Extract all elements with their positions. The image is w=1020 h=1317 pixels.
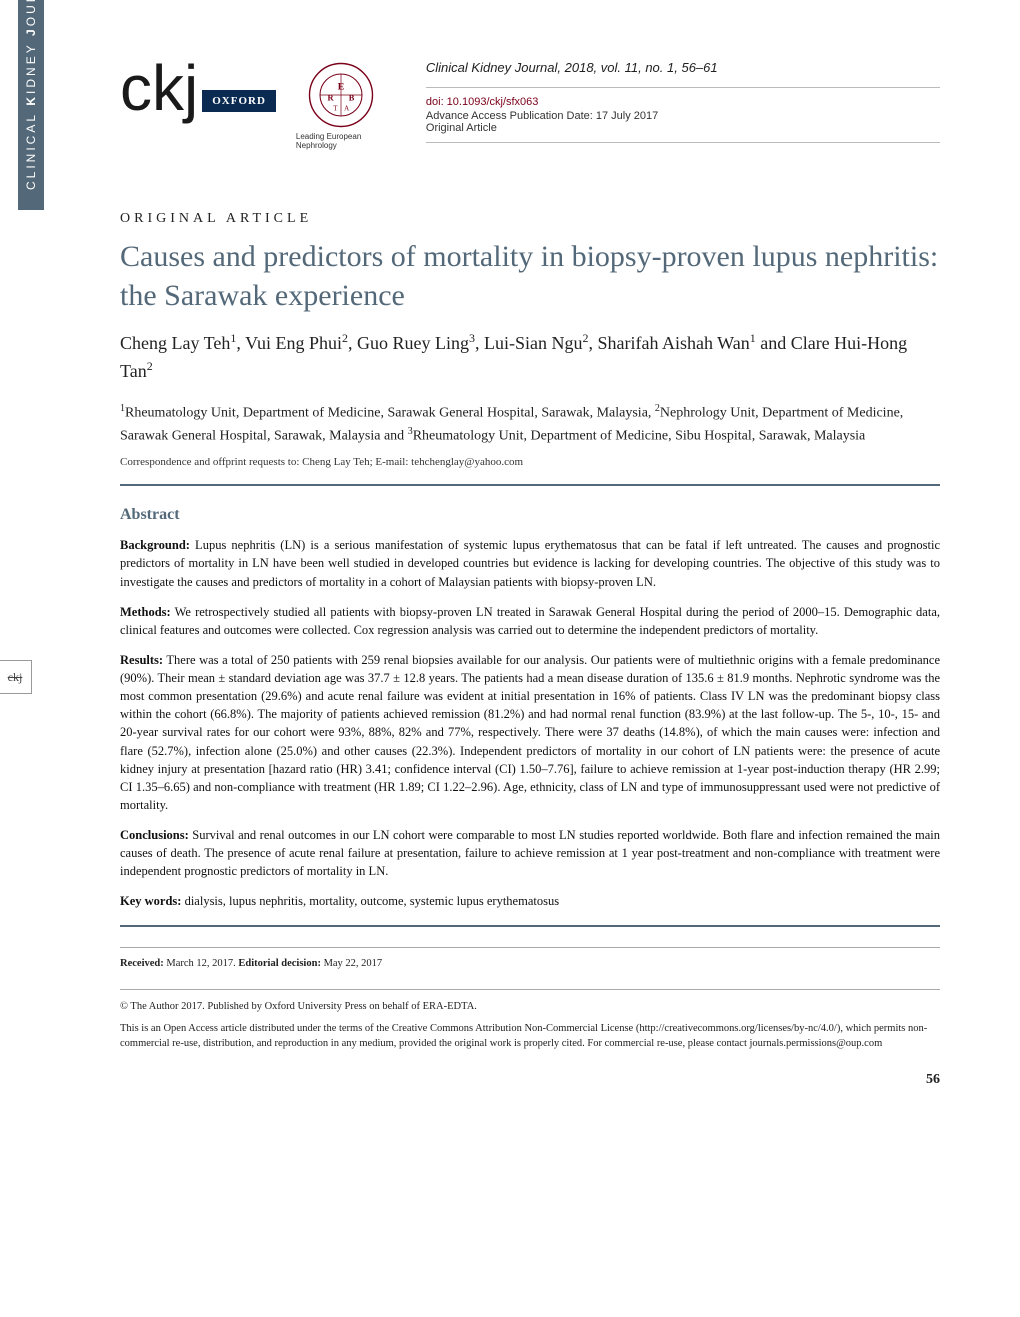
keywords-text: dialysis, lupus nephritis, mortality, ou… bbox=[181, 894, 559, 908]
results-text: There was a total of 250 patients with 2… bbox=[120, 653, 940, 812]
methods-label: Methods: bbox=[120, 605, 171, 619]
ckj-sidebar-icon-text: ckj bbox=[8, 670, 23, 685]
page-content: ckj OXFORD E R B T A Leading European Ne… bbox=[60, 0, 1020, 1128]
copyright-line: © The Author 2017. Published by Oxford U… bbox=[120, 1000, 940, 1015]
editorial-date: May 22, 2017 bbox=[321, 958, 382, 969]
meta-divider bbox=[426, 87, 940, 88]
svg-text:T: T bbox=[333, 104, 338, 112]
abstract-background: Background: Lupus nephritis (LN) is a se… bbox=[120, 536, 940, 590]
abstract-bottom-divider bbox=[120, 925, 940, 927]
methods-text: We retrospectively studied all patients … bbox=[120, 605, 940, 637]
ckj-logo: ckj OXFORD bbox=[120, 60, 276, 118]
received-date: March 12, 2017. bbox=[164, 958, 239, 969]
abstract-results: Results: There was a total of 250 patien… bbox=[120, 651, 940, 814]
background-label: Background: bbox=[120, 538, 190, 552]
conclusions-label: Conclusions: bbox=[120, 828, 189, 842]
ckj-logo-text: ckj bbox=[120, 60, 198, 118]
affiliations: 1Rheumatology Unit, Department of Medici… bbox=[120, 401, 940, 446]
era-logo-icon: E R B T A bbox=[306, 60, 376, 130]
publication-date: Advance Access Publication Date: 17 July… bbox=[426, 110, 940, 122]
abstract-section: Abstract Background: Lupus nephritis (LN… bbox=[120, 506, 940, 910]
conclusions-text: Survival and renal outcomes in our LN co… bbox=[120, 828, 940, 878]
sidebar-text-5: OURNAL bbox=[24, 0, 38, 26]
background-text: Lupus nephritis (LN) is a serious manife… bbox=[120, 538, 940, 588]
ckj-sidebar-icon: ckj bbox=[0, 660, 32, 694]
sidebar-text-2: K bbox=[24, 94, 38, 112]
results-label: Results: bbox=[120, 653, 163, 667]
footer-top-rule bbox=[120, 947, 940, 948]
received-line: Received: March 12, 2017. Editorial deci… bbox=[120, 958, 940, 969]
license-text: This is an Open Access article distribut… bbox=[120, 1022, 940, 1051]
abstract-conclusions: Conclusions: Survival and renal outcomes… bbox=[120, 826, 940, 880]
page-number: 56 bbox=[120, 1072, 940, 1088]
authors: Cheng Lay Teh1, Vui Eng Phui2, Guo Ruey … bbox=[120, 329, 940, 385]
sidebar-text-4: J bbox=[24, 26, 38, 42]
era-logo: E R B T A Leading European Nephrology bbox=[296, 60, 386, 150]
abstract-keywords: Key words: dialysis, lupus nephritis, mo… bbox=[120, 892, 940, 910]
abstract-heading: Abstract bbox=[120, 506, 940, 524]
header-row: ckj OXFORD E R B T A Leading European Ne… bbox=[120, 60, 940, 151]
received-label: Received: bbox=[120, 958, 164, 969]
citation: Clinical Kidney Journal, 2018, vol. 11, … bbox=[426, 60, 940, 75]
keywords-label: Key words: bbox=[120, 894, 181, 908]
article-title: Causes and predictors of mortality in bi… bbox=[120, 237, 940, 315]
footer-mid-rule bbox=[120, 989, 940, 990]
meta-block: Clinical Kidney Journal, 2018, vol. 11, … bbox=[426, 60, 940, 151]
abstract-methods: Methods: We retrospectively studied all … bbox=[120, 603, 940, 639]
article-type-meta: Original Article bbox=[426, 122, 940, 134]
svg-text:A: A bbox=[344, 104, 349, 112]
doi: doi: 10.1093/ckj/sfx063 bbox=[426, 96, 940, 108]
sidebar-text-3: IDNEY bbox=[24, 42, 38, 94]
journal-sidebar-label: CLINICAL KIDNEY JOURNAL bbox=[18, 0, 44, 210]
correspondence: Correspondence and offprint requests to:… bbox=[120, 456, 940, 468]
section-label: ORIGINAL ARTICLE bbox=[120, 211, 940, 227]
oxford-logo: OXFORD bbox=[202, 90, 276, 112]
era-logo-caption: Leading European Nephrology bbox=[296, 132, 386, 150]
sidebar-text-1: CLINICAL bbox=[24, 112, 38, 190]
abstract-top-divider bbox=[120, 484, 940, 486]
meta-divider-2 bbox=[426, 142, 940, 143]
editorial-label: Editorial decision: bbox=[238, 958, 321, 969]
